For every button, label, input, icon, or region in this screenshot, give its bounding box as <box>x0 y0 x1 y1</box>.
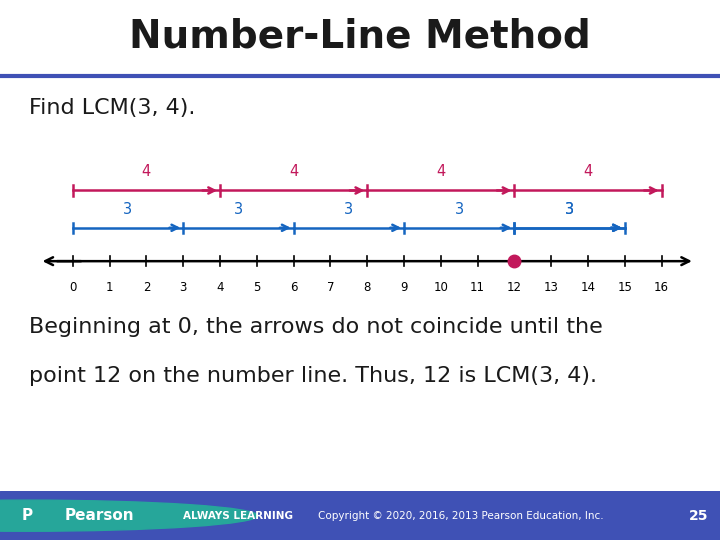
Text: 4: 4 <box>436 165 446 179</box>
Text: 6: 6 <box>290 281 297 294</box>
Text: 3: 3 <box>234 202 243 217</box>
Text: 3: 3 <box>565 202 574 217</box>
Text: 2: 2 <box>143 281 150 294</box>
Text: 7: 7 <box>327 281 334 294</box>
Text: 3: 3 <box>565 202 574 217</box>
Text: 0: 0 <box>69 281 76 294</box>
Text: 25: 25 <box>688 509 708 523</box>
Text: 3: 3 <box>454 202 464 217</box>
Circle shape <box>0 500 258 531</box>
Text: 3: 3 <box>123 202 132 217</box>
Text: 4: 4 <box>289 165 298 179</box>
Text: 3: 3 <box>344 202 354 217</box>
Text: 1: 1 <box>106 281 113 294</box>
Text: point 12 on the number line. Thus, 12 is LCM(3, 4).: point 12 on the number line. Thus, 12 is… <box>29 366 597 386</box>
Text: Find LCM(3, 4).: Find LCM(3, 4). <box>29 98 195 118</box>
Text: 9: 9 <box>400 281 408 294</box>
Text: Copyright © 2020, 2016, 2013 Pearson Education, Inc.: Copyright © 2020, 2016, 2013 Pearson Edu… <box>318 511 603 521</box>
Text: 4: 4 <box>216 281 224 294</box>
Text: 12: 12 <box>507 281 522 294</box>
Text: 4: 4 <box>142 165 151 179</box>
Text: 13: 13 <box>544 281 559 294</box>
Text: 3: 3 <box>179 281 187 294</box>
Text: 11: 11 <box>470 281 485 294</box>
Text: 4: 4 <box>583 165 593 179</box>
Text: 15: 15 <box>617 281 632 294</box>
Text: 5: 5 <box>253 281 261 294</box>
Text: ALWAYS LEARNING: ALWAYS LEARNING <box>183 511 292 521</box>
Text: P: P <box>22 508 33 523</box>
Text: 16: 16 <box>654 281 669 294</box>
Text: Beginning at 0, the arrows do not coincide until the: Beginning at 0, the arrows do not coinci… <box>29 317 603 337</box>
Text: 10: 10 <box>433 281 449 294</box>
Text: Pearson: Pearson <box>65 508 135 523</box>
Text: Number-Line Method: Number-Line Method <box>129 17 591 55</box>
Text: 14: 14 <box>580 281 595 294</box>
Text: 8: 8 <box>364 281 371 294</box>
